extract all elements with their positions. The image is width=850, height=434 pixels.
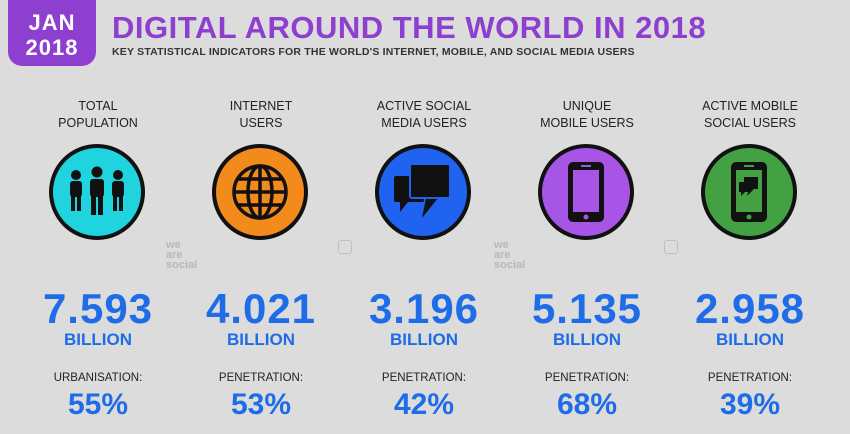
stat-label-line2: MOBILE USERS: [540, 116, 634, 130]
stat-metric-label: PENETRATION:: [544, 372, 630, 384]
stat-label-line1: ACTIVE SOCIAL: [376, 99, 472, 113]
we-are-social-watermark: we are social: [166, 239, 198, 271]
stat-value: 5.135: [531, 285, 643, 332]
owl-logo-icon: [338, 240, 352, 254]
stat-active-social-media-users: ACTIVE SOCIAL MEDIA USERS 3.196 BILLION …: [342, 0, 506, 434]
stat-unit: BILLION: [390, 330, 458, 349]
stat-label: ACTIVE SOCIAL MEDIA USERS: [342, 98, 506, 132]
mobile-phone-icon: [568, 162, 604, 222]
stat-icon-circle: [701, 144, 797, 240]
stat-icon-circle: [212, 144, 308, 240]
badge-year: 2018: [25, 35, 79, 60]
stat-unit: BILLION: [227, 330, 295, 349]
stat-metric-value: 68%: [556, 388, 618, 421]
badge-month: JAN: [28, 10, 76, 35]
stat-metric-value: 39%: [719, 388, 781, 421]
stat-label-line2: SOCIAL USERS: [704, 116, 796, 130]
stat-metric-value: 42%: [393, 388, 455, 421]
stat-label: ACTIVE MOBILE SOCIAL USERS: [668, 98, 832, 132]
stat-value: 7.593: [42, 285, 154, 332]
watermark-line: we: [166, 239, 181, 251]
mobile-chat-icon: [731, 162, 767, 222]
page-title: DIGITAL AROUND THE WORLD IN 2018: [112, 10, 707, 45]
date-badge: JAN 2018: [8, 0, 96, 66]
people-icon: [70, 166, 124, 215]
watermark-line: we: [494, 239, 509, 251]
stat-internet-users: INTERNET USERS 4.021 BILLION PENETRATION…: [179, 0, 343, 434]
stat-metric-value: 53%: [230, 388, 292, 421]
stat-metric-label: URBANISATION:: [53, 372, 143, 384]
stat-unit: BILLION: [64, 330, 132, 349]
stat-icon-circle: [538, 144, 634, 240]
stat-metric-label: PENETRATION:: [707, 372, 793, 384]
stat-icon-circle: [49, 144, 145, 240]
we-are-social-watermark: we are social: [494, 239, 526, 271]
watermark-line: social: [494, 259, 526, 271]
stat-label: UNIQUE MOBILE USERS: [505, 98, 669, 132]
stat-metric-value: 55%: [67, 388, 129, 421]
stat-label-line2: POPULATION: [58, 116, 138, 130]
stat-value: 4.021: [205, 285, 317, 332]
watermark-line: social: [166, 259, 198, 271]
stat-unit: BILLION: [553, 330, 621, 349]
stat-label: TOTAL POPULATION: [16, 98, 180, 132]
stat-label: INTERNET USERS: [179, 98, 343, 132]
stat-value: 3.196: [368, 285, 480, 332]
stat-active-mobile-social-users: ACTIVE MOBILE SOCIAL USERS 2.958 BILLION…: [668, 0, 832, 434]
chat-bubbles-icon: [394, 163, 451, 218]
stat-label-line1: ACTIVE MOBILE: [702, 99, 798, 113]
stats-row: TOTAL POPULATION 7.593 BILLION URBAN: [16, 0, 834, 434]
watermark-line: are: [494, 249, 511, 261]
stat-label-line1: TOTAL: [78, 99, 118, 113]
stat-label-line1: UNIQUE: [562, 99, 612, 113]
stat-label-line1: INTERNET: [229, 99, 293, 113]
globe-icon: [232, 164, 288, 220]
stat-unit: BILLION: [716, 330, 784, 349]
owl-logo-icon: [664, 240, 678, 254]
stat-unique-mobile-users: UNIQUE MOBILE USERS 5.135 BILLION PENETR…: [505, 0, 669, 434]
stat-total-population: TOTAL POPULATION 7.593 BILLION URBAN: [16, 0, 180, 434]
stat-label-line2: USERS: [239, 116, 283, 130]
stat-label-line2: MEDIA USERS: [381, 116, 467, 130]
watermark-line: are: [166, 249, 183, 261]
stat-icon-circle: [375, 144, 471, 240]
stat-metric-label: PENETRATION:: [218, 372, 304, 384]
page-subtitle: KEY STATISTICAL INDICATORS FOR THE WORLD…: [112, 46, 635, 58]
stat-value: 2.958: [694, 285, 806, 332]
stat-metric-label: PENETRATION:: [381, 372, 467, 384]
